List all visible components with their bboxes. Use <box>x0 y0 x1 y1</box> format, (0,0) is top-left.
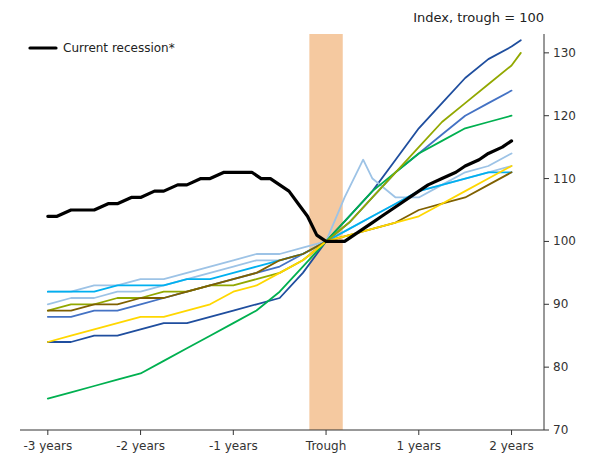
y-tick-label: 110 <box>553 172 576 186</box>
y-tick <box>544 178 549 179</box>
y-tick <box>544 115 549 116</box>
axes: -3 years -2 years -1 years Trough 1 years 2 y… <box>20 34 576 453</box>
y-tick-label: 130 <box>553 46 576 60</box>
series-line <box>48 40 521 342</box>
y-tick <box>544 52 549 53</box>
highlight-line <box>48 141 512 242</box>
x-tick <box>326 430 327 435</box>
series-line <box>48 116 512 399</box>
y-tick-label: 120 <box>553 109 576 123</box>
series-line <box>48 153 512 291</box>
legend-swatch <box>30 46 56 49</box>
x-tick-label: -2 years <box>116 439 165 453</box>
y-tick-label: 80 <box>553 360 568 374</box>
x-tick-label: 1 years <box>397 439 441 453</box>
x-tick <box>418 430 419 435</box>
x-tick-label: -3 years <box>23 439 72 453</box>
x-tick <box>511 430 512 435</box>
y-tick <box>544 367 549 368</box>
x-tick-label: -1 years <box>209 439 258 453</box>
y-tick-label: 70 <box>553 423 568 437</box>
plot-area <box>48 34 521 430</box>
y-tick <box>544 241 549 242</box>
x-tick-label: Trough <box>305 439 346 453</box>
legend: Current recession* <box>30 41 175 55</box>
x-tick <box>140 430 141 435</box>
y-tick <box>544 304 549 305</box>
chart: -3 years -2 years -1 years Trough 1 years 2 y… <box>0 0 600 476</box>
title: Index, trough = 100 <box>413 10 544 25</box>
y-tick-label: 90 <box>553 297 568 311</box>
series-line <box>48 172 512 310</box>
x-tick <box>47 430 48 435</box>
x-tick-label: 2 years <box>489 439 533 453</box>
series-line <box>48 166 512 342</box>
x-tick <box>233 430 234 435</box>
y-axis-line <box>544 34 545 430</box>
series-line <box>48 53 521 311</box>
x-axis-line <box>20 430 544 431</box>
legend-label: Current recession* <box>63 41 175 55</box>
y-tick <box>544 430 549 431</box>
y-tick-label: 100 <box>553 234 576 248</box>
